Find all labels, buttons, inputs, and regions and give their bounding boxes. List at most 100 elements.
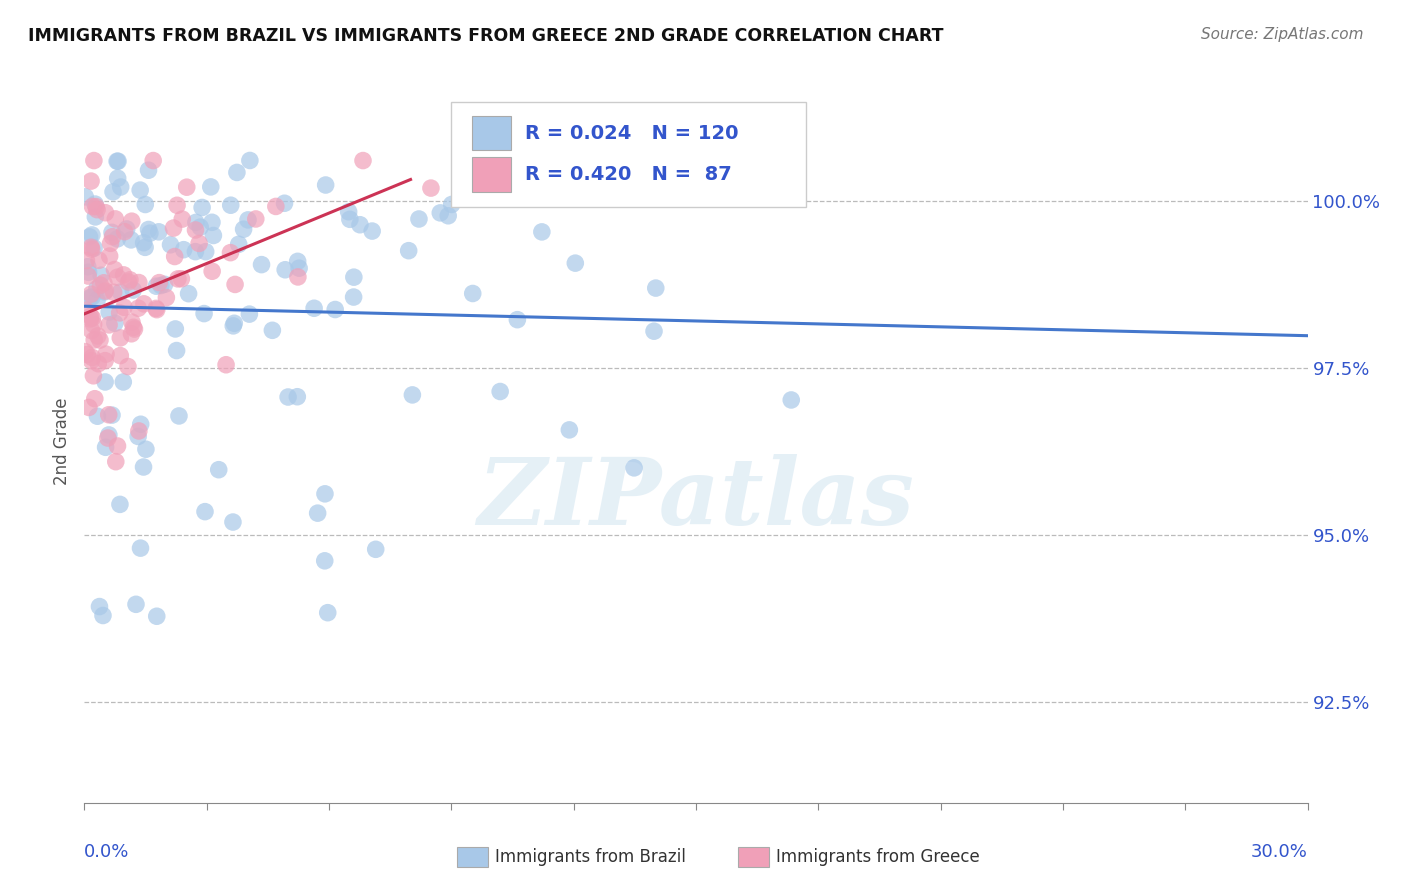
Point xyxy=(135,442,157,457)
Point xyxy=(225,165,247,179)
Point xyxy=(530,225,553,239)
Point xyxy=(76,260,98,274)
Point xyxy=(273,196,295,211)
Point xyxy=(184,223,207,237)
Point xyxy=(145,609,167,624)
Text: Source: ZipAtlas.com: Source: ZipAtlas.com xyxy=(1201,27,1364,42)
Point xyxy=(110,331,132,345)
Point xyxy=(86,202,108,217)
Point xyxy=(83,318,105,332)
Point xyxy=(302,301,325,316)
Point xyxy=(139,226,162,240)
Point xyxy=(101,229,124,244)
Point xyxy=(352,153,374,168)
Text: 30.0%: 30.0% xyxy=(1251,843,1308,861)
FancyBboxPatch shape xyxy=(472,116,512,151)
Point xyxy=(93,285,115,299)
Point xyxy=(201,264,224,278)
Point xyxy=(339,212,361,227)
Text: Immigrants from Greece: Immigrants from Greece xyxy=(776,848,980,866)
Point xyxy=(132,235,155,250)
Point xyxy=(94,205,117,219)
Point xyxy=(75,253,97,268)
Point xyxy=(564,256,586,270)
Point xyxy=(112,268,135,282)
Point xyxy=(108,306,131,320)
Point xyxy=(97,431,120,445)
Point xyxy=(166,343,188,358)
Point xyxy=(361,224,384,238)
Point xyxy=(194,244,217,259)
Point xyxy=(228,237,250,252)
Point xyxy=(129,417,152,432)
Point xyxy=(84,200,107,214)
Point xyxy=(172,212,194,227)
Point xyxy=(79,312,101,326)
Point xyxy=(112,300,135,314)
Point xyxy=(103,262,125,277)
Point xyxy=(104,316,127,330)
Point xyxy=(127,301,149,316)
Point xyxy=(188,236,211,251)
Point xyxy=(224,316,246,330)
Point xyxy=(274,262,297,277)
Point xyxy=(76,347,98,361)
Point xyxy=(103,285,125,300)
Point xyxy=(84,197,107,211)
Point xyxy=(83,333,105,347)
FancyBboxPatch shape xyxy=(451,102,806,207)
Point xyxy=(89,278,111,293)
Point xyxy=(170,272,193,286)
Point xyxy=(202,228,225,243)
Point xyxy=(80,353,103,368)
Point xyxy=(236,213,259,227)
Point xyxy=(129,541,152,556)
Point xyxy=(107,232,129,246)
Point xyxy=(285,390,308,404)
Point xyxy=(115,222,138,236)
Point xyxy=(98,305,121,319)
Text: IMMIGRANTS FROM BRAZIL VS IMMIGRANTS FROM GREECE 2ND GRADE CORRELATION CHART: IMMIGRANTS FROM BRAZIL VS IMMIGRANTS FRO… xyxy=(28,27,943,45)
Text: Immigrants from Brazil: Immigrants from Brazil xyxy=(495,848,686,866)
Point xyxy=(232,222,254,236)
Point xyxy=(245,211,267,226)
Point xyxy=(110,180,132,194)
Point xyxy=(128,276,150,290)
Point xyxy=(77,268,100,283)
Point xyxy=(623,461,645,475)
Point xyxy=(176,180,198,194)
Point xyxy=(121,326,143,341)
Point xyxy=(506,312,529,326)
Point xyxy=(307,506,329,520)
Point xyxy=(125,597,148,611)
Point xyxy=(219,245,242,260)
Point xyxy=(98,249,121,263)
Point xyxy=(90,268,112,283)
Point xyxy=(159,237,181,252)
Point xyxy=(163,250,186,264)
Text: ZIPatlas: ZIPatlas xyxy=(478,454,914,544)
Point xyxy=(110,285,132,299)
Point xyxy=(118,273,141,287)
Point xyxy=(93,276,115,290)
Point xyxy=(79,291,101,305)
Point xyxy=(84,210,107,224)
Point xyxy=(80,174,103,188)
Point xyxy=(461,286,484,301)
Point xyxy=(117,275,139,289)
Point xyxy=(77,265,100,279)
Point xyxy=(145,279,167,293)
Point xyxy=(94,347,117,361)
Text: R = 0.420   N =  87: R = 0.420 N = 87 xyxy=(524,165,731,184)
Point xyxy=(112,375,135,389)
Point xyxy=(82,290,104,304)
Point xyxy=(149,278,172,293)
Point xyxy=(208,463,231,477)
Point xyxy=(337,204,360,219)
Point xyxy=(132,297,155,311)
Point xyxy=(558,423,581,437)
Point xyxy=(420,181,443,195)
Point xyxy=(82,368,104,383)
Point xyxy=(82,351,104,365)
Point xyxy=(107,171,129,186)
